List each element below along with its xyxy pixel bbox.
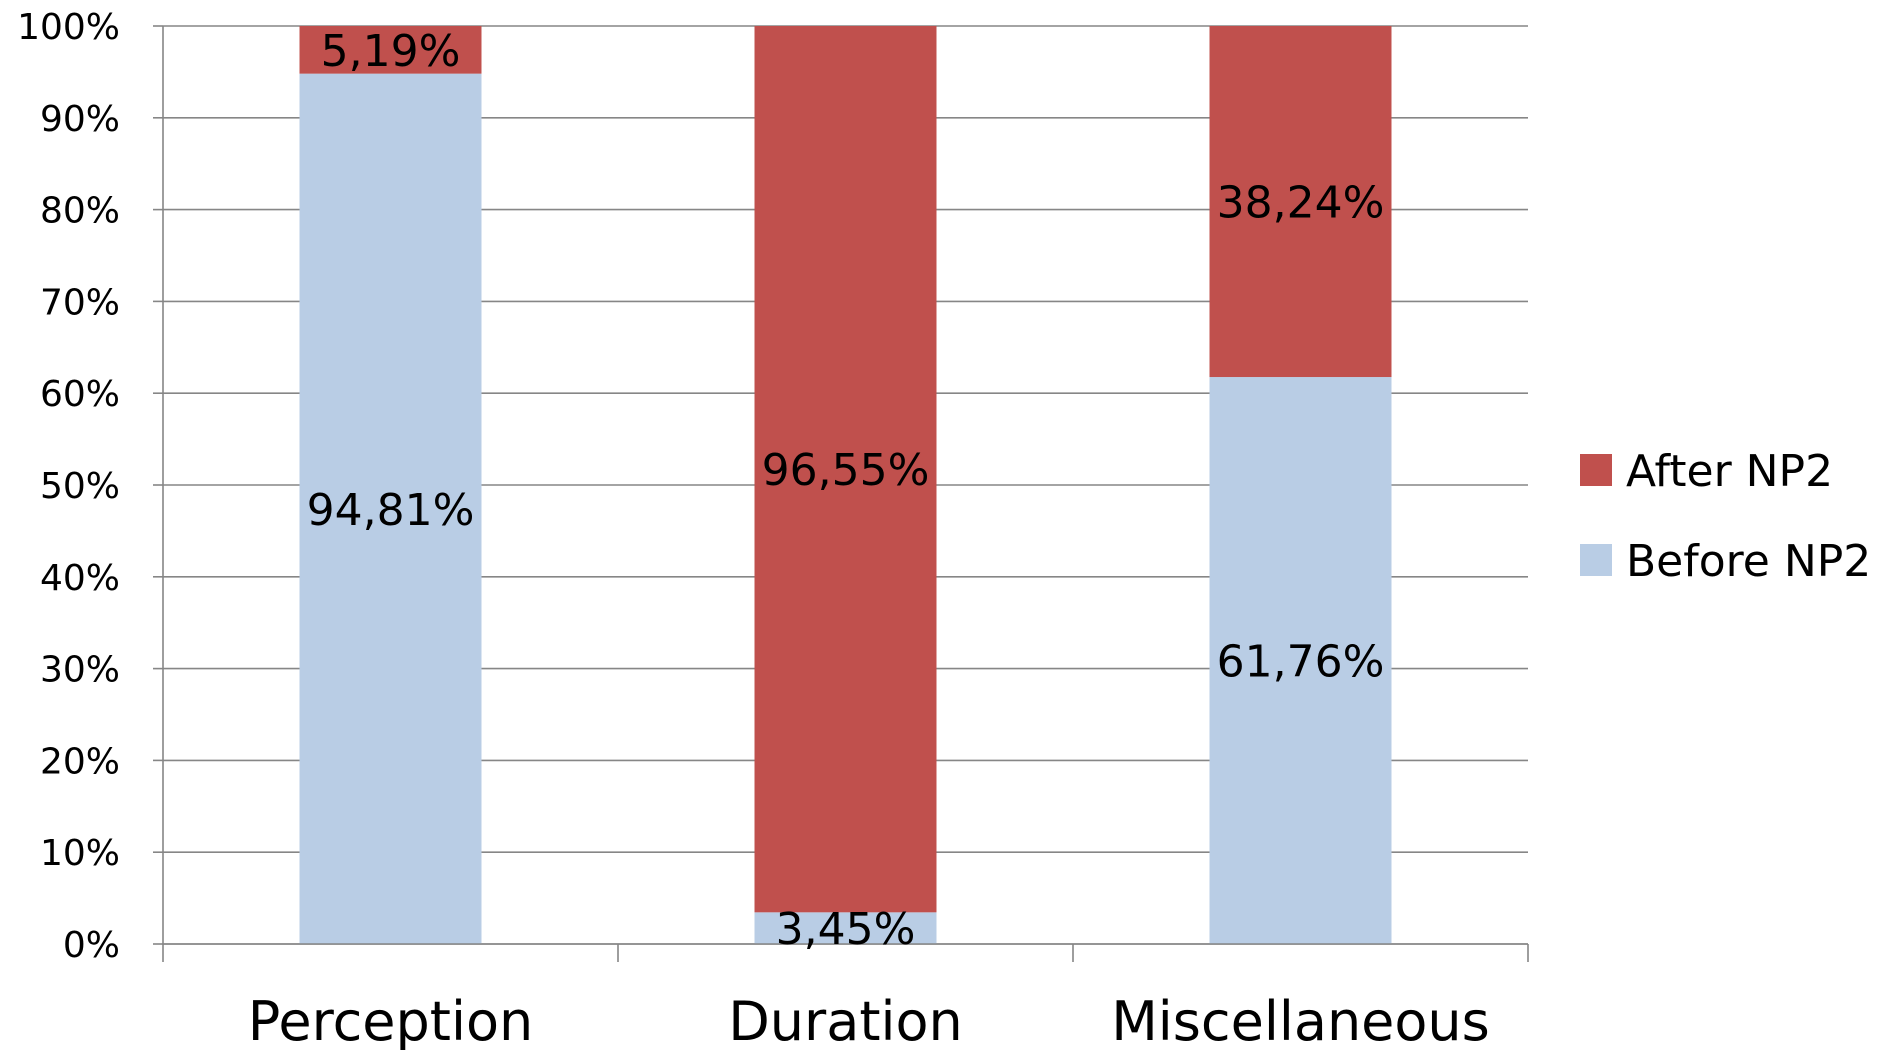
y-tick-label-10: 10% [40,833,120,874]
x-axis [162,26,1529,962]
bar-miscellaneous-before-np2 [1209,377,1392,944]
y-tick-label-30: 30% [40,650,120,691]
y-tick-label-40: 40% [40,558,120,599]
x-axis-category-labels: Perception Duration Miscellaneous [248,990,1490,1050]
y-tick-label-90: 90% [40,99,120,140]
legend-label-before-np2: Before NP2 [1626,536,1871,587]
bar-miscellaneous-after-np2 [1209,26,1392,378]
data-label-miscellaneous-after-np2: 38,24% [1217,178,1385,229]
data-label-duration-before-np2: 3,45% [776,904,916,955]
y-tick-label-20: 20% [40,741,120,782]
y-tick-label-0: 0% [63,925,120,966]
y-tick-label-50: 50% [40,466,120,507]
legend: After NP2 Before NP2 [1580,446,1871,587]
bar-duration-before-np2 [754,912,937,944]
data-label-miscellaneous-before-np2: 61,76% [1217,637,1385,688]
bars [299,26,1392,944]
y-tick-label-70: 70% [40,282,120,323]
x-tick-label-duration: Duration [728,990,963,1050]
legend-swatch-before-np2 [1580,544,1612,576]
legend-swatch-after-np2 [1580,454,1612,486]
x-tick-label-perception: Perception [248,990,534,1050]
y-tick-label-60: 60% [40,374,120,415]
bar-perception-after-np2 [299,26,482,74]
data-label-perception-after-np2: 5,19% [321,26,461,77]
y-tick-label-80: 80% [40,191,120,232]
x-tick-label-miscellaneous: Miscellaneous [1111,990,1490,1050]
data-labels: 94,81% 5,19% 3,45% 96,55% 61,76% 38,24% [307,26,1385,955]
legend-label-after-np2: After NP2 [1626,446,1833,497]
bar-duration-after-np2 [754,26,937,913]
bar-perception-before-np2 [299,73,482,944]
y-axis-tick-labels: 0% 10% 20% 30% 40% 50% 60% 70% 80% 90% 100% [17,7,120,966]
y-tick-label-100: 100% [17,7,120,48]
data-label-duration-after-np2: 96,55% [762,445,930,496]
data-label-perception-before-np2: 94,81% [307,485,475,536]
